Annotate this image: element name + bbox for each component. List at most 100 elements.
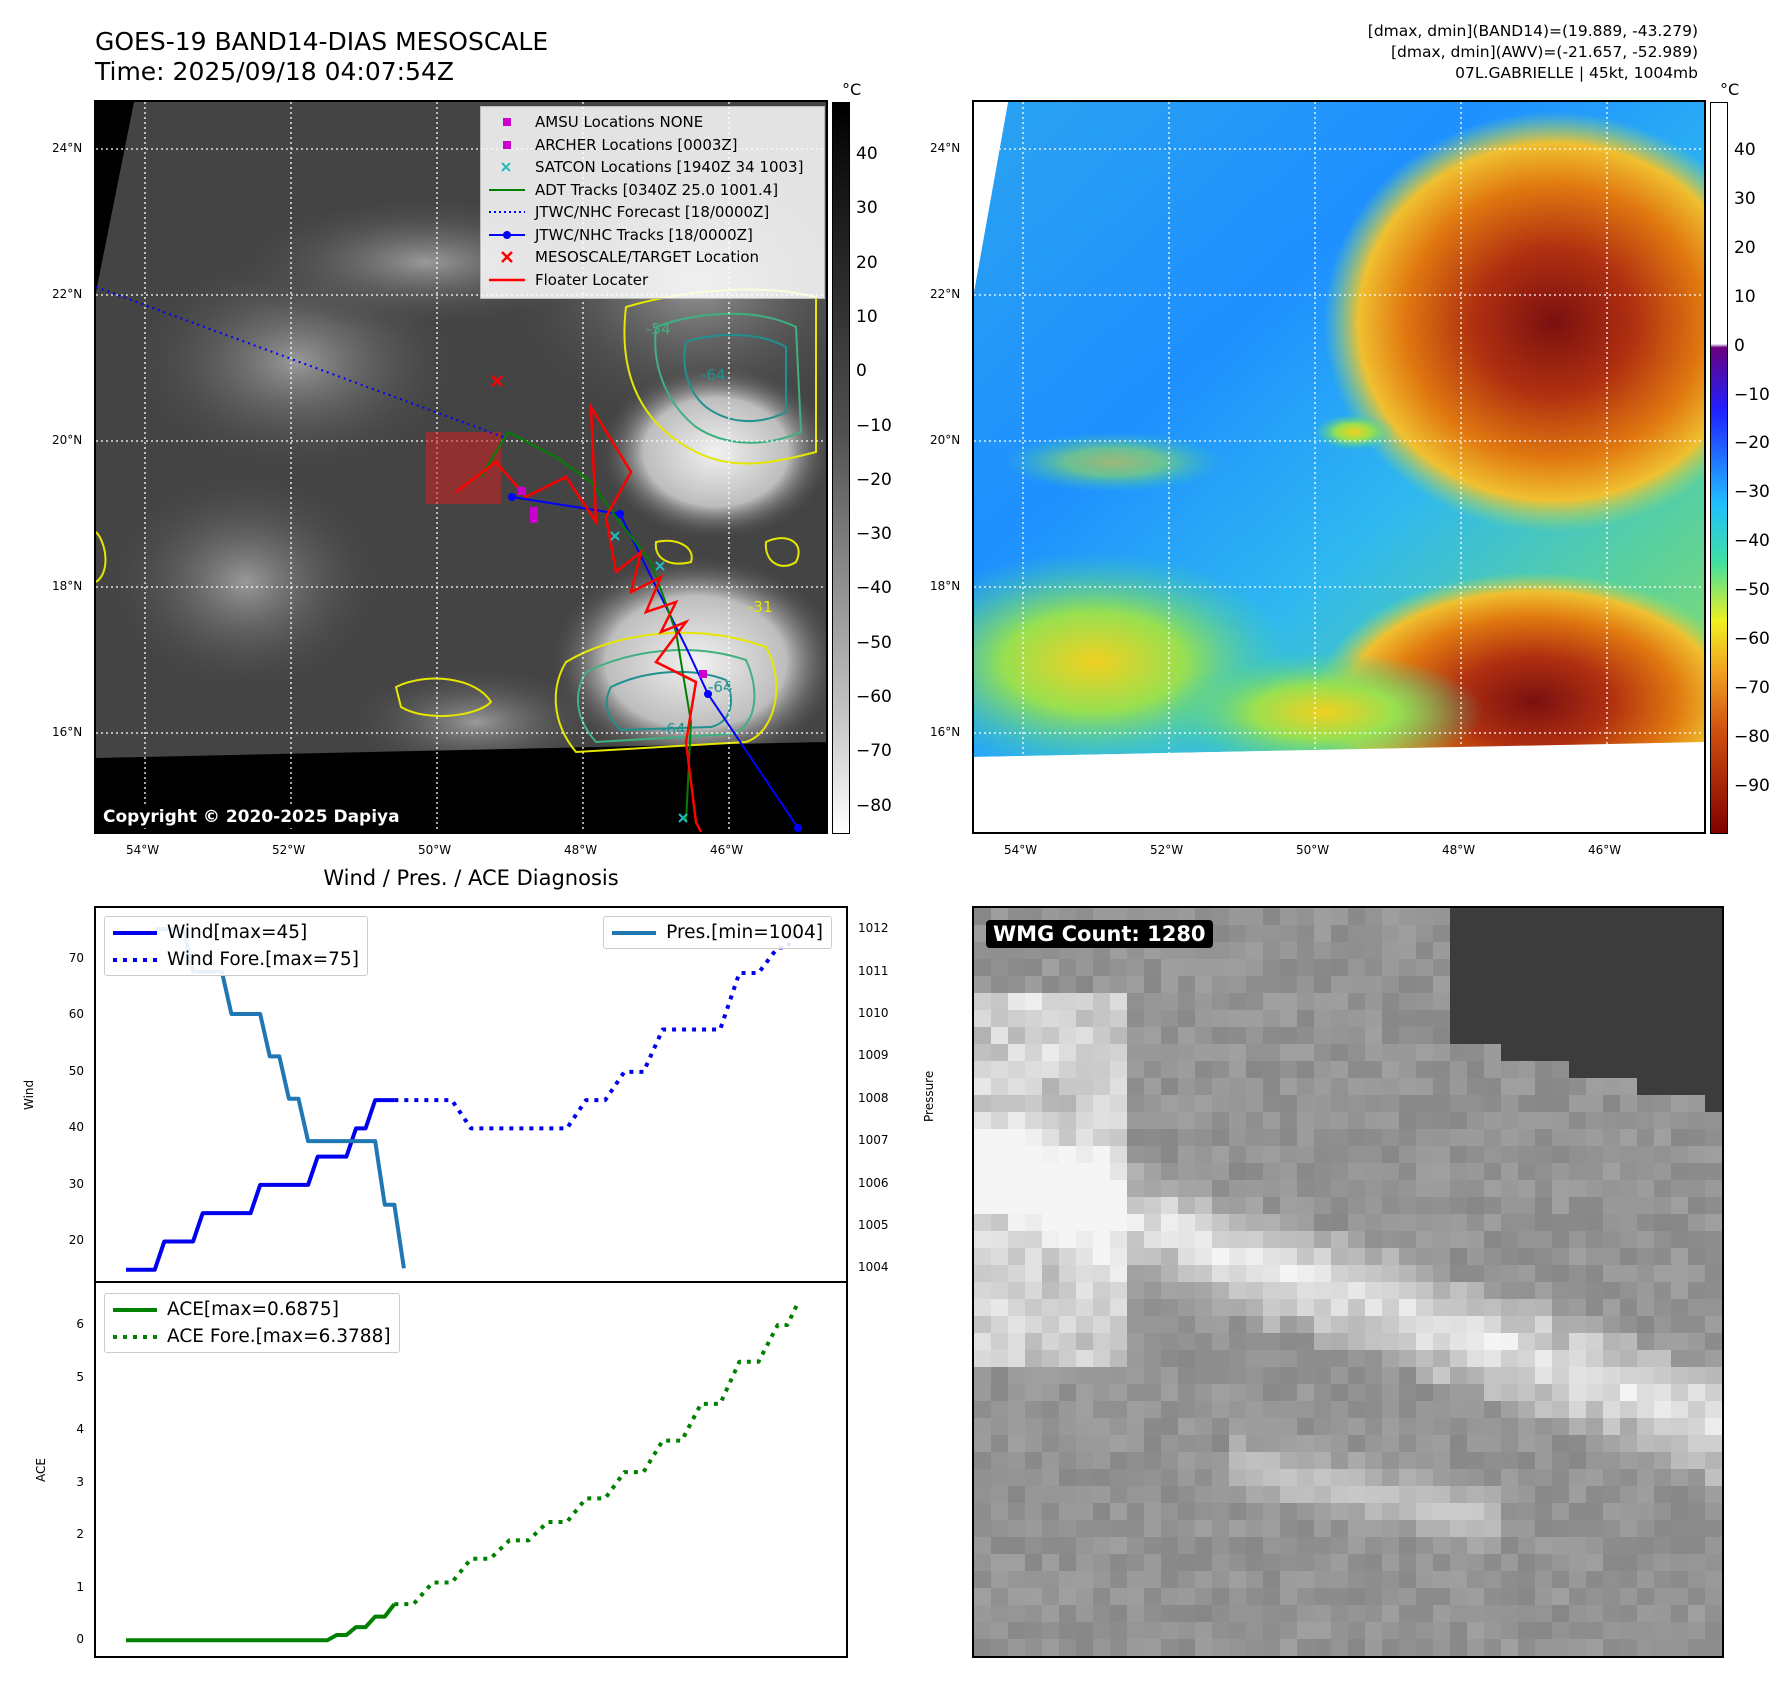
- ir-colorbar-tick: −30: [856, 524, 892, 545]
- series-line-1: [394, 929, 799, 1131]
- figure-time: Time: 2025/09/18 04:07:54Z: [95, 57, 454, 86]
- awv-lon-label: 50°W: [1296, 843, 1330, 857]
- chart-title: Wind / Pres. / ACE Diagnosis: [323, 866, 619, 890]
- ir-colorbar-tick: −80: [856, 795, 892, 816]
- legend-item-adt: ADT Tracks [0340Z 25.0 1001.4]: [489, 180, 779, 199]
- legend-item-floater: Floater Locater: [489, 270, 649, 289]
- awv-map-panel: [972, 100, 1706, 834]
- legend-wind: Wind[max=45]: [113, 922, 308, 943]
- adt-track-line: [480, 430, 693, 823]
- ir-lon-label: 46°W: [710, 843, 744, 857]
- wind-axis-label: Wind: [22, 1079, 36, 1110]
- ir-lat-label: 16°N: [52, 725, 83, 739]
- ir-lat-label: 18°N: [52, 579, 83, 593]
- awv-lon-label: 52°W: [1150, 843, 1184, 857]
- legend-item-target: MESOSCALE/TARGET Location: [489, 246, 816, 269]
- contour-label-31: -31: [748, 598, 773, 616]
- awv-lat-label: 20°N: [930, 433, 961, 447]
- ir-lat-label: 24°N: [52, 141, 83, 155]
- legend-ace: ACE[max=0.6875]: [113, 1299, 339, 1320]
- legend-item-jtwc-forecast: JTWC/NHC Forecast [18/0000Z]: [489, 203, 770, 221]
- ir-colorbar-tick: −10: [856, 415, 892, 436]
- ir-colorbar-tick: −40: [856, 578, 892, 599]
- y-tick-label: 20: [68, 1233, 84, 1248]
- wind-pressure-chart: Wind[max=45] Wind Fore.[max=75] Pres.[mi…: [94, 906, 848, 1283]
- awv-colorbar-tick: −30: [1734, 482, 1770, 503]
- wmg-image: [974, 908, 1722, 1656]
- contour-label-64-east: -64: [708, 678, 733, 696]
- ir-map-panel: -54 -64 -31 -64 -64: [94, 100, 828, 834]
- ir-colorbar-tick: 30: [856, 198, 878, 219]
- legend-item-satcon: SATCON Locations [1940Z 34 1003]: [489, 156, 816, 179]
- ir-lon-label: 48°W: [564, 843, 598, 857]
- wmg-panel: WMG Count: 1280: [972, 906, 1724, 1658]
- ir-lon-label: 54°W: [126, 843, 160, 857]
- ir-map-legend: AMSU Locations NONE ARCHER Locations [00…: [480, 106, 825, 299]
- awv-gridlines: [974, 102, 1704, 832]
- ir-colorbar: [832, 102, 850, 834]
- awv-lat-label: 22°N: [930, 287, 961, 301]
- ir-lon-label: 52°W: [272, 843, 306, 857]
- ir-colorbar-tick: −20: [856, 469, 892, 490]
- awv-colorbar-tick: 40: [1734, 140, 1756, 160]
- awv-lon-label: 46°W: [1588, 843, 1622, 857]
- y-tick-label: 70: [68, 950, 84, 965]
- awv-colorbar-unit: °C: [1720, 80, 1740, 99]
- jtwc-track-line: [511, 496, 799, 829]
- y-right-tick-label: 1007: [858, 1133, 889, 1148]
- y-right-tick-label: 1006: [858, 1175, 889, 1190]
- awv-lat-label: 16°N: [930, 725, 961, 739]
- y-tick-label: 1: [76, 1579, 84, 1594]
- awv-map-image: [974, 102, 1704, 832]
- ir-colorbar-tick: 40: [856, 144, 878, 164]
- copyright-label: Copyright © 2020-2025 Dapiya: [98, 806, 405, 828]
- y-right-tick-label: 1005: [858, 1217, 889, 1232]
- awv-colorbar-tick: 30: [1734, 188, 1756, 209]
- awv-colorbar-tick: −50: [1734, 580, 1770, 601]
- legend-item-jtwc-tracks: JTWC/NHC Tracks [18/0000Z]: [489, 224, 816, 247]
- y-tick-label: 0: [76, 1632, 84, 1647]
- storm-info: 07L.GABRIELLE | 45kt, 1004mb: [1455, 64, 1698, 82]
- ace-legend: ACE[max=0.6875] ACE Fore.[max=6.3788]: [104, 1293, 400, 1353]
- pressure-legend: Pres.[min=1004]: [603, 916, 832, 949]
- pressure-axis-label: Pressure: [922, 1070, 936, 1122]
- awv-colorbar-tick: 20: [1734, 237, 1756, 258]
- awv-colorbar-tick: −40: [1734, 531, 1770, 552]
- ir-colorbar-tick: 20: [856, 252, 878, 273]
- awv-colorbar-tick: −70: [1734, 677, 1770, 698]
- awv-colorbar-tick: −60: [1734, 629, 1770, 649]
- y-tick-label: 2: [76, 1527, 84, 1542]
- ir-colorbar-tick: 10: [856, 306, 878, 327]
- y-tick-label: 5: [76, 1369, 84, 1384]
- y-tick-label: 4: [76, 1422, 84, 1437]
- y-right-tick-label: 1012: [858, 921, 889, 936]
- ace-axis-label: ACE: [34, 1458, 48, 1482]
- y-right-tick-label: 1008: [858, 1090, 889, 1105]
- y-tick-label: 3: [76, 1474, 84, 1489]
- awv-colorbar-tick: 0: [1734, 335, 1745, 356]
- awv-colorbar-tick: −90: [1734, 775, 1770, 796]
- legend-wind-forecast: Wind Fore.[max=75]: [113, 949, 359, 970]
- target-location-marker: [491, 375, 503, 387]
- y-tick-label: 60: [68, 1007, 84, 1022]
- floater-locater-line: [455, 402, 703, 832]
- series-line-2: [154, 927, 406, 1269]
- ir-colorbar-tick: −70: [856, 741, 892, 762]
- ir-colorbar-tick: −60: [856, 687, 892, 707]
- awv-lat-label: 18°N: [930, 579, 961, 593]
- contour-label-64-south: -64: [661, 720, 686, 738]
- figure-title: GOES-19 BAND14-DIAS MESOSCALE: [95, 27, 549, 56]
- awv-colorbar-tick: −80: [1734, 726, 1770, 747]
- legend-pressure: Pres.[min=1004]: [612, 922, 823, 943]
- ir-lat-label: 20°N: [52, 433, 83, 447]
- awv-colorbar-tick: 10: [1734, 286, 1756, 307]
- ace-chart: ACE[max=0.6875] ACE Fore.[max=6.3788]: [94, 1281, 848, 1658]
- ir-lat-label: 22°N: [52, 287, 83, 301]
- y-tick-label: 6: [76, 1317, 84, 1332]
- contour-label-54: -54: [646, 320, 671, 338]
- awv-lat-label: 24°N: [930, 141, 961, 155]
- series-line-0: [126, 1602, 396, 1643]
- y-tick-label: 50: [68, 1063, 84, 1078]
- awv-lon-label: 54°W: [1004, 843, 1038, 857]
- ir-colorbar-tick: −50: [856, 632, 892, 653]
